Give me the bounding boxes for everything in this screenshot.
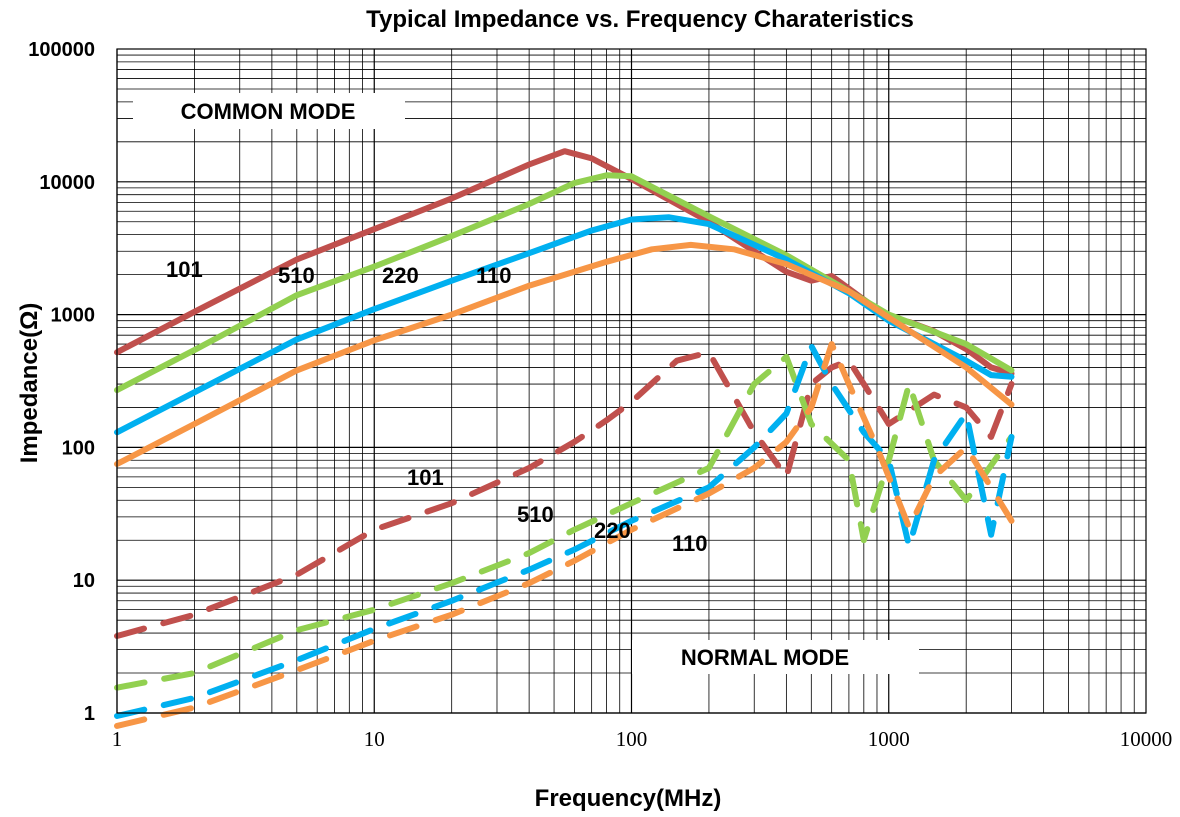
y-tick-label: 1000 — [51, 305, 96, 327]
series-line-510-normal — [114, 353, 1015, 691]
grid-lines — [116, 49, 1146, 714]
normal-mode-label: NORMAL MODE — [681, 645, 849, 670]
y-tick-label: 1 — [84, 703, 95, 725]
y-tick-label: 100000 — [28, 39, 95, 61]
common-label-110: 110 — [476, 263, 512, 288]
series-line-220-normal — [114, 343, 1015, 719]
common-mode-label: COMMON MODE — [181, 99, 356, 124]
x-tick-label: 1000 — [868, 727, 910, 751]
normal-mode-box — [632, 640, 919, 674]
common-label-510: 510 — [278, 263, 315, 288]
normal-label-220: 220 — [594, 518, 631, 543]
normal-label-110: 110 — [672, 531, 708, 556]
series-layer — [114, 148, 1015, 729]
series-line-110-normal — [114, 341, 1015, 729]
series-line-110-common — [114, 241, 1015, 467]
x-tick-labels: 1 10 100 1000 10000 — [112, 727, 1173, 751]
normal-label-510: 510 — [517, 502, 554, 527]
chart-title: Typical Impedance vs. Frequency Charater… — [366, 6, 914, 33]
plot-area-frame — [116, 48, 1147, 714]
normal-label-101: 101 — [407, 465, 444, 490]
common-label-101: 101 — [166, 257, 203, 282]
x-tick-label: 10 — [364, 727, 385, 751]
y-tick-label: 100 — [62, 437, 95, 459]
y-tick-label: 10 — [73, 570, 95, 592]
y-tick-label: 10000 — [39, 172, 95, 194]
x-tick-label: 10000 — [1120, 727, 1173, 751]
x-tick-label: 1 — [112, 727, 123, 751]
y-axis-title: Impedance(Ω) — [16, 303, 43, 464]
common-mode-box — [133, 93, 405, 129]
y-tick-labels: 1 10 100 1000 10000 100000 — [28, 39, 95, 725]
x-tick-label: 100 — [616, 727, 648, 751]
common-label-220: 220 — [382, 263, 419, 288]
x-axis-title: Frequency(MHz) — [535, 785, 722, 812]
